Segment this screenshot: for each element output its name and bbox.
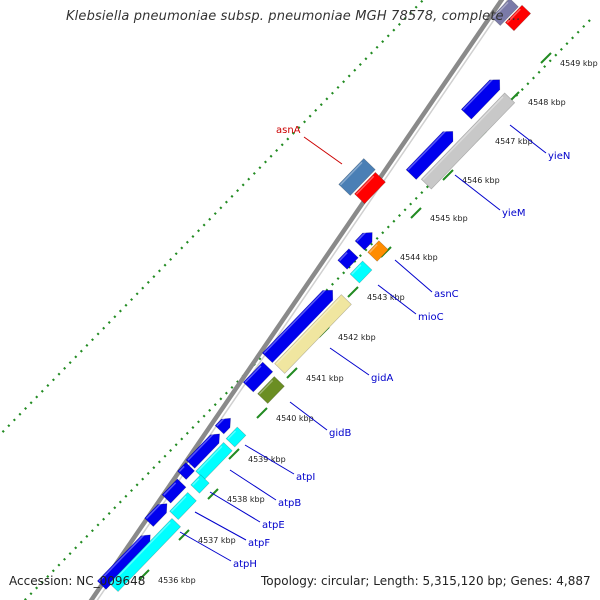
gene-leader-line bbox=[394, 259, 433, 293]
cds-feature[interactable] bbox=[144, 499, 172, 527]
atp-feature[interactable] bbox=[225, 426, 247, 448]
gene-label-gidB[interactable]: gidB bbox=[329, 428, 351, 439]
cds-feature[interactable] bbox=[405, 127, 458, 180]
gene-label-atpI[interactable]: atpI bbox=[296, 472, 315, 483]
gene-leader-line bbox=[377, 284, 417, 315]
cds-feature[interactable] bbox=[261, 285, 337, 364]
cds-feature[interactable] bbox=[185, 430, 224, 469]
ruler-tick-label: 4539 kbp bbox=[248, 455, 286, 464]
gene-leader-line bbox=[454, 174, 501, 211]
asnA-red-feature[interactable] bbox=[354, 171, 386, 205]
ruler-tick-label: 4538 kbp bbox=[227, 495, 265, 504]
gene-label-atpF[interactable]: atpF bbox=[248, 538, 270, 549]
ruler-tick bbox=[442, 169, 454, 181]
gene-leader-line bbox=[329, 347, 370, 376]
genome-title: Klebsiella pneumoniae subsp. pneumoniae … bbox=[66, 9, 521, 24]
asnA-feature[interactable] bbox=[338, 158, 376, 196]
top-feature-1[interactable] bbox=[491, 0, 519, 26]
gidB-feature[interactable] bbox=[257, 376, 285, 404]
atp-feature[interactable] bbox=[190, 474, 210, 494]
ruler-tick-label: 4547 kbp bbox=[495, 137, 533, 146]
ruler-tick-label: 4548 kbp bbox=[528, 98, 566, 107]
cds-feature[interactable] bbox=[214, 414, 235, 435]
atp-feature[interactable] bbox=[109, 518, 181, 592]
gene-label-atpB[interactable]: atpB bbox=[278, 498, 301, 509]
cds-feature[interactable] bbox=[161, 478, 187, 504]
ruler-tick bbox=[410, 207, 422, 219]
gene-label-yieN[interactable]: yieN bbox=[548, 151, 570, 162]
ruler-tick-label: 4543 kbp bbox=[367, 293, 405, 302]
ruler-tick-label: 4541 kbp bbox=[306, 374, 344, 383]
ruler-tick-label: 4542 kbp bbox=[338, 333, 376, 342]
yieM-feature[interactable] bbox=[420, 92, 516, 190]
cds-feature[interactable] bbox=[460, 75, 504, 120]
cds-feature[interactable] bbox=[177, 462, 195, 480]
feature-track bbox=[96, 0, 532, 592]
gene-leader-line bbox=[509, 124, 547, 154]
gidA-feature[interactable] bbox=[274, 294, 352, 374]
asnC-feature[interactable] bbox=[367, 240, 389, 262]
top-feature-2[interactable] bbox=[504, 4, 532, 32]
ruler-tick bbox=[540, 52, 552, 64]
cds-feature[interactable] bbox=[337, 248, 359, 270]
gene-label-yieM[interactable]: yieM bbox=[502, 208, 525, 219]
ruler-labels: 4536 kbp 4537 kbp 4538 kbp 4539 kbp 4540 kbp… bbox=[158, 59, 598, 585]
accession-text: Accession: NC_009648 bbox=[9, 574, 146, 588]
ruler-tick bbox=[286, 367, 298, 379]
genome-backbone-shadow bbox=[96, 0, 509, 600]
genome-backbone bbox=[88, 0, 505, 600]
gene-label-atpE[interactable]: atpE bbox=[262, 520, 285, 531]
gene-label-asnA[interactable]: asnA bbox=[276, 125, 301, 136]
cds-feature[interactable] bbox=[96, 531, 154, 590]
gene-label-mioC[interactable]: mioC bbox=[418, 312, 444, 323]
inner-dotted-ring bbox=[0, 0, 425, 437]
ruler-tick-label: 4546 kbp bbox=[462, 176, 500, 185]
gene-label-asnC[interactable]: asnC bbox=[434, 289, 459, 300]
ruler-tick bbox=[347, 286, 359, 298]
ruler-tick bbox=[178, 529, 190, 541]
gene-leader-line bbox=[209, 491, 261, 523]
atp-feature[interactable] bbox=[169, 492, 197, 520]
gene-label-atpH[interactable]: atpH bbox=[233, 559, 257, 570]
gene-label-leaders bbox=[179, 124, 547, 562]
gene-leader-line bbox=[303, 136, 343, 165]
gene-leader-line bbox=[229, 469, 277, 501]
cds-feature[interactable] bbox=[354, 228, 377, 251]
gene-leader-line bbox=[244, 444, 295, 475]
mioC-feature[interactable] bbox=[349, 260, 373, 284]
ruler-tick-label: 4540 kbp bbox=[276, 414, 314, 423]
ruler-tick-label: 4537 kbp bbox=[198, 536, 236, 545]
ruler-tick-label: 4545 kbp bbox=[430, 214, 468, 223]
ruler-tick-marks bbox=[138, 52, 552, 581]
gene-label-gidA[interactable]: gidA bbox=[371, 373, 393, 384]
genome-summary-text: Topology: circular; Length: 5,315,120 bp… bbox=[261, 574, 591, 588]
ruler-tick-label: 4536 kbp bbox=[158, 576, 196, 585]
ruler-tick-label: 4544 kbp bbox=[400, 253, 438, 262]
cds-feature[interactable] bbox=[242, 361, 274, 393]
ruler-tick bbox=[256, 407, 268, 419]
ruler-tick bbox=[228, 448, 240, 460]
ruler-tick-label: 4549 kbp bbox=[560, 59, 598, 68]
gene-leader-line bbox=[289, 401, 328, 431]
gene-labels: asnA yieN yieM asnC mioC gidA gidB atpI atpB atpE… bbox=[233, 125, 570, 570]
ruler-tick bbox=[138, 569, 150, 581]
gene-leader-line bbox=[179, 531, 232, 562]
gene-leader-line bbox=[194, 511, 247, 541]
